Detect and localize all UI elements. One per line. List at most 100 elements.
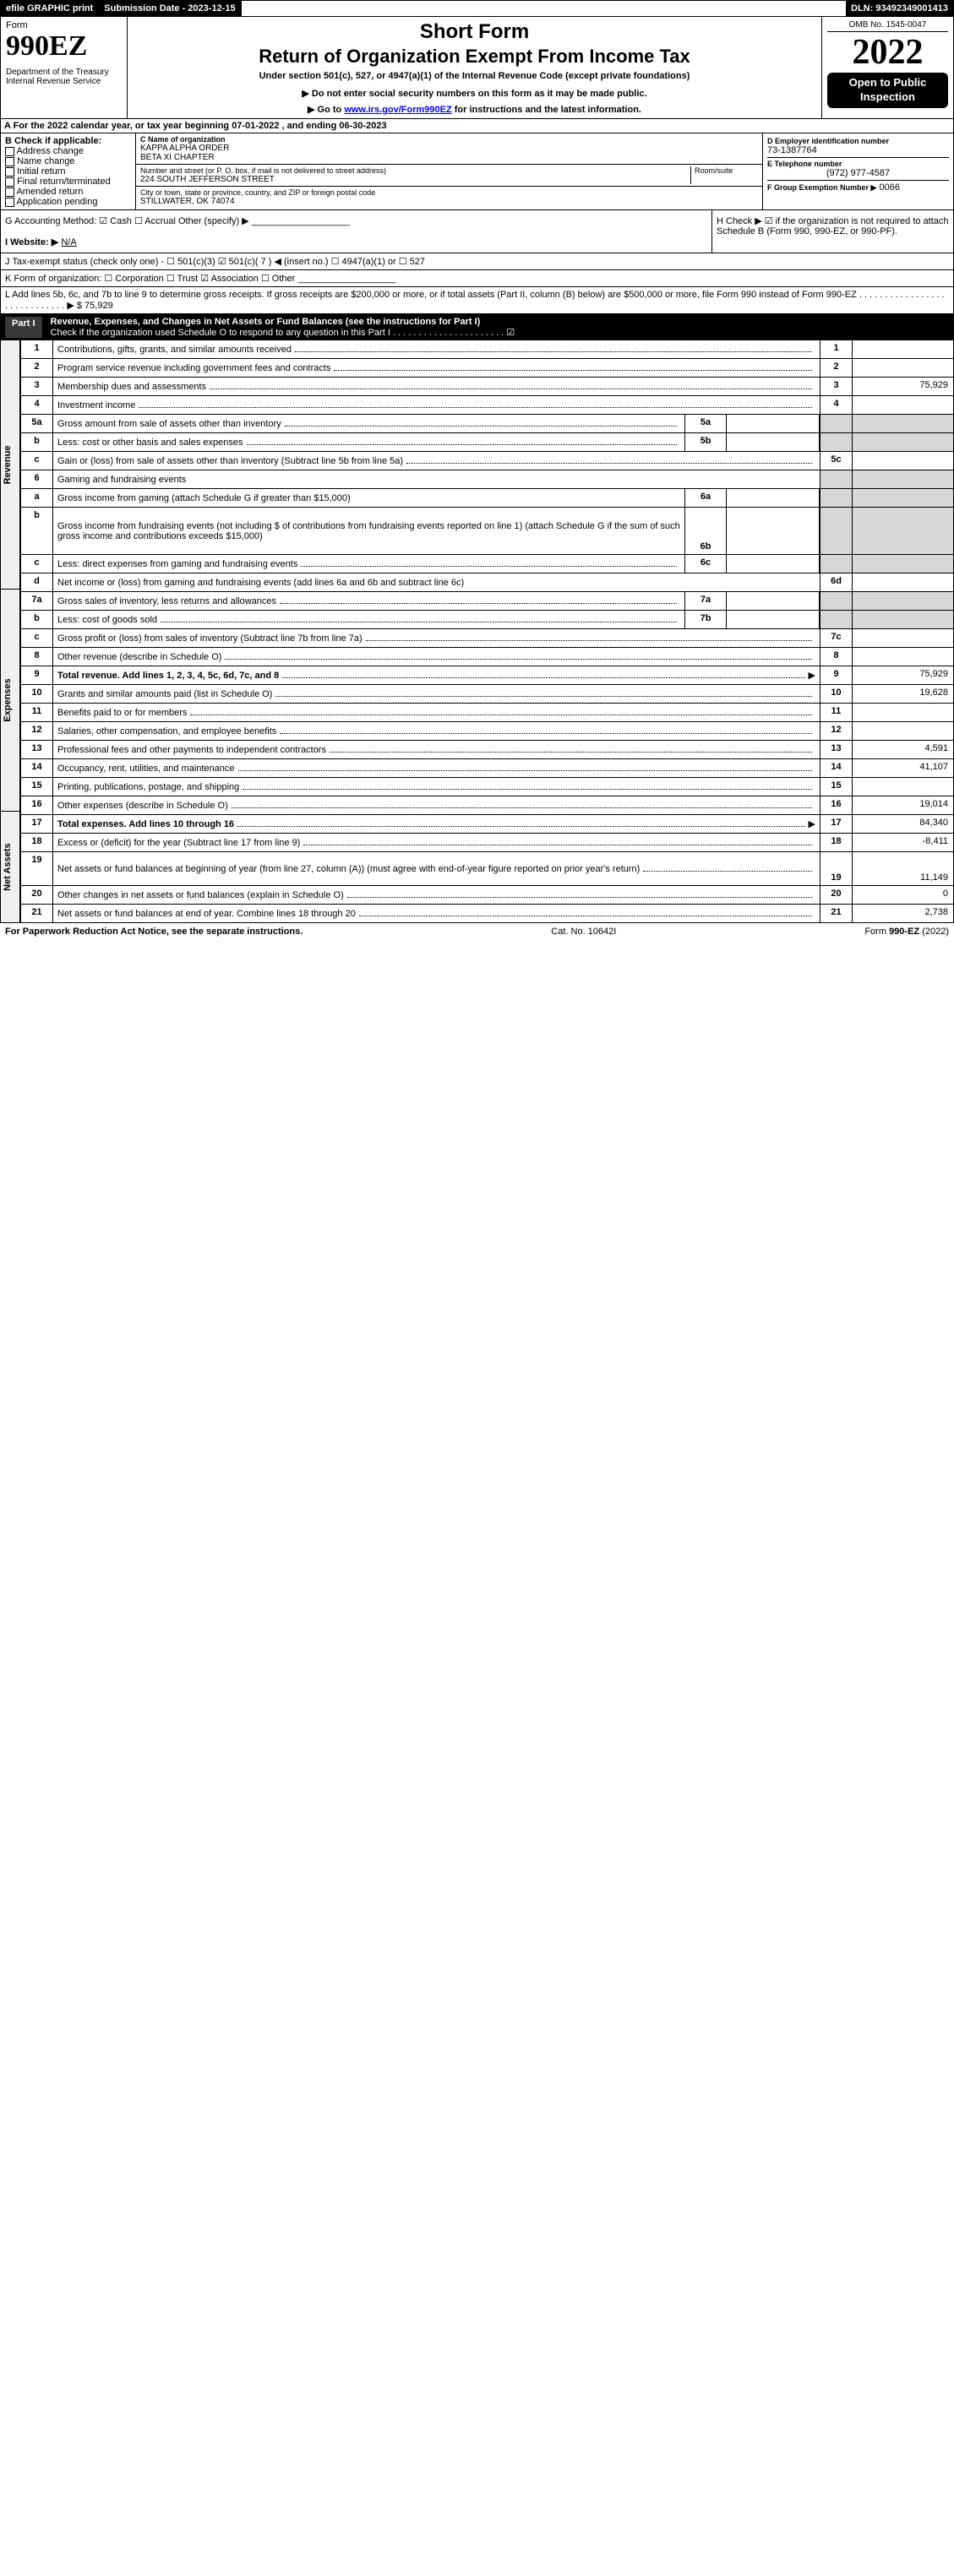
line-3-no: 3 — [21, 378, 53, 395]
footer-mid: Cat. No. 10642I — [303, 927, 864, 937]
irs-link[interactable]: www.irs.gov/Form990EZ — [344, 105, 451, 115]
line-16-desc: Other expenses (describe in Schedule O) — [57, 801, 228, 811]
line-6-no: 6 — [21, 470, 53, 488]
line-6d-val — [852, 573, 953, 591]
line-7a-midbox: 7a — [684, 592, 727, 610]
line-5c-no: c — [21, 452, 53, 470]
line-17-num: 17 — [820, 815, 852, 833]
line-6a-desc: Gross income from gaming (attach Schedul… — [57, 493, 351, 503]
header-left: Form 990EZ Department of the Treasury In… — [1, 17, 128, 118]
checkbox-initial-return[interactable] — [5, 167, 14, 177]
page-footer: For Paperwork Reduction Act Notice, see … — [0, 923, 954, 940]
line-5c: c Gain or (loss) from sale of assets oth… — [20, 452, 954, 470]
org-name2: BETA XI CHAPTER — [140, 153, 758, 162]
line-6c: c Less: direct expenses from gaming and … — [20, 555, 954, 573]
telephone-value: (972) 977-4587 — [767, 168, 949, 178]
line-7a-num — [820, 592, 852, 610]
line-7b: b Less: cost of goods sold 7b — [20, 611, 954, 629]
line-2-no: 2 — [21, 359, 53, 377]
line-5a: 5a Gross amount from sale of assets othe… — [20, 415, 954, 433]
line-6c-num — [820, 555, 852, 573]
opt-amended-return: Amended return — [16, 187, 83, 197]
line-10-desc: Grants and similar amounts paid (list in… — [57, 689, 272, 699]
line-21-num: 21 — [820, 905, 852, 922]
line-20: 20 Other changes in net assets or fund b… — [20, 886, 954, 905]
line-9-num: 9 — [820, 666, 852, 684]
side-expenses: Expenses — [1, 590, 14, 811]
section-a: A For the 2022 calendar year, or tax yea… — [0, 119, 954, 133]
line-13-val: 4,591 — [852, 741, 953, 758]
line-21-val: 2,738 — [852, 905, 953, 922]
line-20-num: 20 — [820, 886, 852, 904]
line-5b-midval — [727, 433, 820, 451]
line-6: 6 Gaming and fundraising events — [20, 470, 954, 489]
street-label: Number and street (or P. O. box, if mail… — [140, 166, 690, 175]
col-b: B Check if applicable: Address change Na… — [1, 133, 136, 209]
line-12-no: 12 — [21, 722, 53, 740]
line-6b-midval — [727, 508, 820, 554]
line-14-desc: Occupancy, rent, utilities, and maintena… — [57, 764, 235, 774]
street-value: 224 SOUTH JEFFERSON STREET — [140, 175, 690, 184]
line-5c-num: 5c — [820, 452, 852, 470]
line-21-desc: Net assets or fund balances at end of ye… — [57, 909, 356, 919]
city-value: STILLWATER, OK 74074 — [140, 197, 758, 206]
line-7c-desc: Gross profit or (loss) from sales of inv… — [57, 633, 363, 644]
line-6d: d Net income or (loss) from gaming and f… — [20, 573, 954, 592]
line-2-desc: Program service revenue including govern… — [57, 363, 330, 373]
line-6b-midbox: 6b — [684, 508, 727, 554]
checkbox-address-change[interactable] — [5, 147, 14, 156]
checkbox-final-return[interactable] — [5, 177, 14, 187]
line-6c-no: c — [21, 555, 53, 573]
line-6d-desc: Net income or (loss) from gaming and fun… — [57, 578, 464, 588]
line-19-no: 19 — [21, 852, 53, 885]
section-a-text: A For the 2022 calendar year, or tax yea… — [4, 121, 387, 131]
checkbox-name-change[interactable] — [5, 157, 14, 166]
opt-address-change: Address change — [16, 146, 84, 156]
line-14-num: 14 — [820, 759, 852, 777]
line-7b-val — [852, 611, 953, 628]
line-3: 3 Membership dues and assessments 3 75,9… — [20, 378, 954, 396]
line-21: 21 Net assets or fund balances at end of… — [20, 905, 954, 923]
line-17-no: 17 — [21, 815, 53, 833]
telephone-label: E Telephone number — [767, 160, 842, 168]
line-11: 11 Benefits paid to or for members 11 — [20, 704, 954, 722]
line-9-val: 75,929 — [852, 666, 953, 684]
line-4-desc: Investment income — [57, 400, 135, 410]
line-19-num: 19 — [820, 852, 852, 885]
line-17-desc: Total expenses. Add lines 10 through 16 — [57, 819, 234, 829]
opt-name-change: Name change — [17, 156, 75, 166]
line-6b-no: b — [21, 508, 53, 554]
part1-check: Check if the organization used Schedule … — [51, 328, 515, 338]
line-17-val: 84,340 — [852, 815, 953, 833]
side-netassets: Net Assets — [1, 812, 14, 922]
line-15-desc: Printing, publications, postage, and shi… — [57, 782, 239, 792]
checkbox-amended-return[interactable] — [5, 187, 14, 197]
line-21-no: 21 — [21, 905, 53, 922]
line-6b-num — [820, 508, 852, 554]
line-12-num: 12 — [820, 722, 852, 740]
line-12-val — [852, 722, 953, 740]
line-16-val: 19,014 — [852, 796, 953, 814]
line-8: 8 Other revenue (describe in Schedule O)… — [20, 648, 954, 666]
checkbox-application-pending[interactable] — [5, 198, 14, 207]
open-inspection-box: Open to Public Inspection — [827, 73, 948, 108]
section-l: L Add lines 5b, 6c, and 7b to line 9 to … — [0, 287, 954, 314]
line-19-val: 11,149 — [852, 852, 953, 885]
line-5b-midbox: 5b — [684, 433, 727, 451]
line-5b-num — [820, 433, 852, 451]
line-10-val: 19,628 — [852, 685, 953, 703]
line-7a-no: 7a — [21, 592, 53, 610]
line-6b-desc: Gross income from fundraising events (no… — [57, 521, 680, 541]
opt-initial-return: Initial return — [17, 166, 65, 177]
line-4-val — [852, 396, 953, 414]
line-15-num: 15 — [820, 778, 852, 796]
main-title: Return of Organization Exempt From Incom… — [133, 46, 816, 68]
line-7a-desc: Gross sales of inventory, less returns a… — [57, 596, 276, 606]
efile-cell: efile GRAPHIC print — [1, 1, 99, 16]
short-form-title: Short Form — [133, 20, 816, 44]
line-4-no: 4 — [21, 396, 53, 414]
line-7a-val — [852, 592, 953, 610]
dln-cell: DLN: 93492349001413 — [846, 1, 953, 16]
org-name: KAPPA ALPHA ORDER — [140, 144, 758, 153]
footer-right: 990-EZ — [889, 927, 919, 937]
